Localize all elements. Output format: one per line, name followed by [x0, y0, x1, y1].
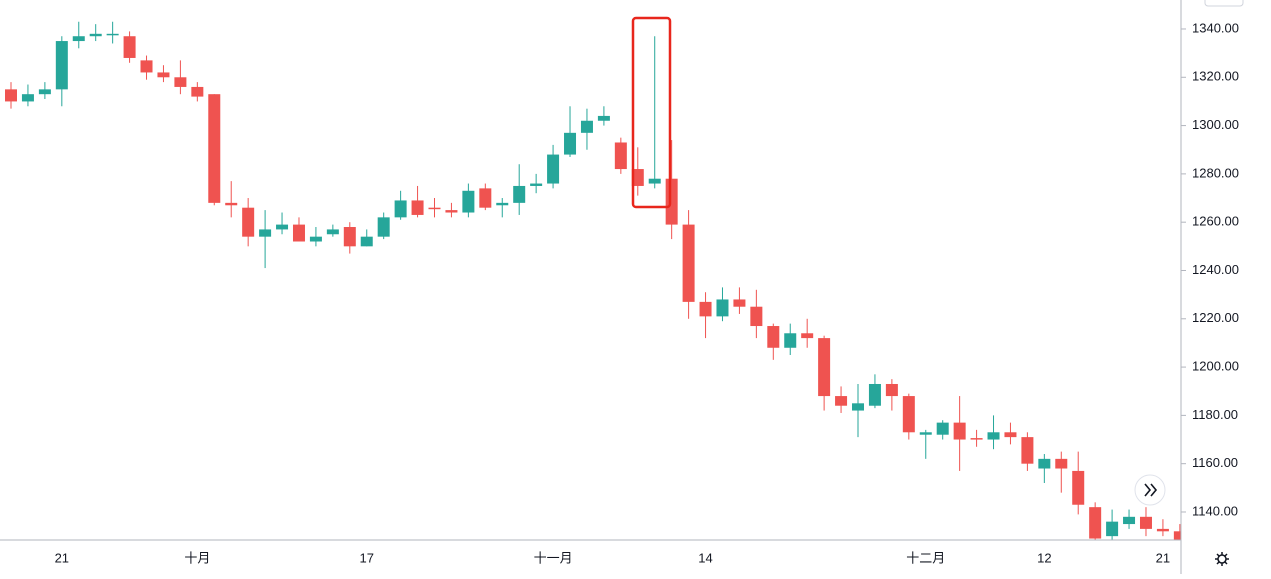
candle-body	[1038, 458, 1051, 469]
x-tick-label: 21	[1156, 550, 1170, 565]
candle-body	[411, 200, 424, 215]
candle-body	[750, 306, 763, 327]
candle-body	[665, 178, 678, 225]
candle-body	[1106, 521, 1119, 537]
x-tick-label: 17	[360, 550, 374, 565]
candle-body	[614, 142, 627, 170]
candle-body	[1123, 516, 1136, 525]
candle-body	[648, 178, 661, 184]
plot-area	[5, 21, 1181, 540]
candle-body	[733, 299, 746, 307]
candle-body	[818, 338, 831, 397]
candle-body	[1139, 516, 1152, 529]
candle-body	[157, 72, 170, 78]
y-tick-label: 1300.00	[1192, 117, 1239, 132]
candle-body	[309, 236, 322, 242]
candle-body	[919, 432, 932, 435]
candle-body	[343, 227, 356, 247]
y-tick-label: 1160.00	[1192, 455, 1238, 470]
candle-body	[292, 224, 305, 242]
y-tick-label: 1240.00	[1192, 262, 1239, 277]
candle-body	[936, 422, 949, 435]
candle-body	[377, 217, 390, 237]
candle-body	[1004, 432, 1017, 438]
candle-body	[1021, 437, 1034, 464]
candle-body	[428, 207, 441, 210]
candle-body	[394, 200, 407, 218]
x-tick-label: 十二月	[906, 550, 945, 565]
x-tick-label: 14	[698, 550, 712, 565]
candle-body	[1173, 531, 1181, 540]
candle-body	[276, 224, 289, 230]
candle-body	[140, 60, 153, 73]
scroll-button[interactable]	[1134, 474, 1166, 506]
candle-body	[496, 202, 509, 206]
candle-body	[445, 210, 458, 213]
candle-body	[326, 229, 339, 235]
y-tick-label: 1320.00	[1192, 69, 1239, 84]
candle-body	[801, 333, 814, 339]
y-tick-label: 1220.00	[1192, 310, 1239, 325]
candle-body	[72, 36, 85, 42]
candle-body	[174, 77, 187, 87]
x-tick-label: 十一月	[534, 550, 573, 565]
candle-body	[5, 89, 17, 102]
candle-body	[580, 120, 593, 133]
candle-body	[987, 432, 1000, 440]
candle-body	[953, 422, 966, 440]
candle-body	[902, 396, 915, 433]
candle-body	[547, 154, 560, 184]
candle-body	[360, 236, 373, 247]
candle-body	[784, 333, 797, 348]
candle-body	[767, 326, 780, 348]
candle-body	[1089, 507, 1102, 539]
candle-body	[835, 396, 848, 406]
candle-body	[479, 188, 492, 208]
highlight-box	[631, 16, 672, 209]
candle-body	[716, 299, 729, 317]
y-tick-label: 1140.00	[1192, 503, 1238, 518]
candle-body	[123, 36, 136, 58]
candle-body	[682, 224, 695, 302]
candle-body	[1055, 458, 1068, 469]
settings-button[interactable]	[1215, 552, 1229, 566]
candle-body	[21, 94, 34, 102]
candle-body	[513, 185, 526, 203]
candle-body	[462, 190, 475, 213]
scale-button[interactable]	[1204, 0, 1244, 7]
candle-body	[242, 207, 255, 237]
candle-body	[89, 33, 102, 37]
candle-body	[597, 115, 610, 121]
candle-body	[868, 383, 881, 406]
y-tick-label: 1200.00	[1192, 359, 1239, 374]
candle-body	[55, 41, 68, 90]
candle-body	[225, 202, 238, 206]
candle-body	[852, 403, 864, 411]
candle-body	[631, 169, 644, 186]
candle-body	[1072, 470, 1085, 505]
x-tick-label: 21	[55, 550, 69, 565]
x-tick-label: 十月	[184, 550, 210, 565]
candle-body	[530, 183, 543, 186]
x-tick-label: 12	[1037, 550, 1051, 565]
y-tick-label: 1180.00	[1192, 407, 1238, 422]
y-tick-label: 1340.00	[1192, 20, 1239, 35]
candle-body	[208, 94, 221, 203]
candle-body	[191, 86, 204, 97]
candle-body	[699, 301, 712, 317]
candle-body	[259, 229, 272, 237]
y-tick-label: 1280.00	[1192, 165, 1239, 180]
y-tick-label: 1260.00	[1192, 214, 1239, 229]
candle-body	[38, 89, 51, 95]
candle-body	[564, 132, 577, 155]
candle-body	[885, 383, 898, 397]
candle-body	[970, 438, 983, 440]
candle-body	[106, 33, 119, 36]
candle-body	[1156, 528, 1169, 532]
